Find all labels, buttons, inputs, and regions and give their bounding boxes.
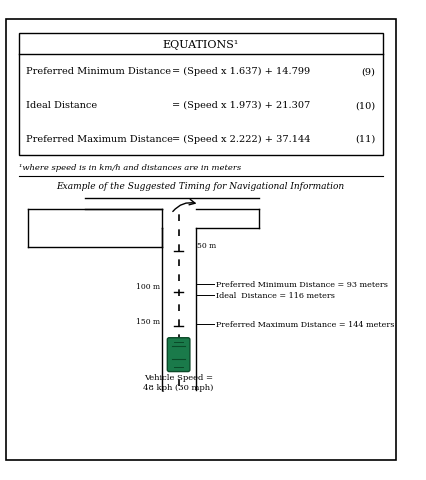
Text: Preferred Minimum Distance: Preferred Minimum Distance xyxy=(26,67,171,76)
Text: Preferred Maximum Distance = 144 meters: Preferred Maximum Distance = 144 meters xyxy=(216,320,394,328)
Text: = (Speed x 1.973) + 21.307: = (Speed x 1.973) + 21.307 xyxy=(172,101,310,110)
Text: 100 m: 100 m xyxy=(135,282,159,290)
Text: Ideal  Distance = 116 meters: Ideal Distance = 116 meters xyxy=(216,292,334,300)
Text: Vehicle Speed =
48 kph (30 mph): Vehicle Speed = 48 kph (30 mph) xyxy=(143,373,213,391)
Text: ¹where speed is in km/h and distances are in meters: ¹where speed is in km/h and distances ar… xyxy=(19,164,240,171)
Text: (10): (10) xyxy=(354,101,374,110)
Text: = (Speed x 1.637) + 14.799: = (Speed x 1.637) + 14.799 xyxy=(172,67,309,76)
Text: Example of the Suggested Timing for Navigational Information: Example of the Suggested Timing for Navi… xyxy=(56,181,343,191)
Text: = (Speed x 2.222) + 37.144: = (Speed x 2.222) + 37.144 xyxy=(172,134,310,144)
Text: Ideal Distance: Ideal Distance xyxy=(26,101,97,110)
Text: 150 m: 150 m xyxy=(135,317,159,325)
Text: (11): (11) xyxy=(354,135,374,144)
Text: Preferred Maximum Distance: Preferred Maximum Distance xyxy=(26,135,173,144)
Text: EQUATIONS¹: EQUATIONS¹ xyxy=(162,39,238,49)
Text: Preferred Minimum Distance = 93 meters: Preferred Minimum Distance = 93 meters xyxy=(216,281,387,288)
Bar xyxy=(19,34,382,156)
Text: 50 m: 50 m xyxy=(197,242,216,250)
FancyBboxPatch shape xyxy=(167,338,190,372)
Text: (9): (9) xyxy=(360,67,374,76)
